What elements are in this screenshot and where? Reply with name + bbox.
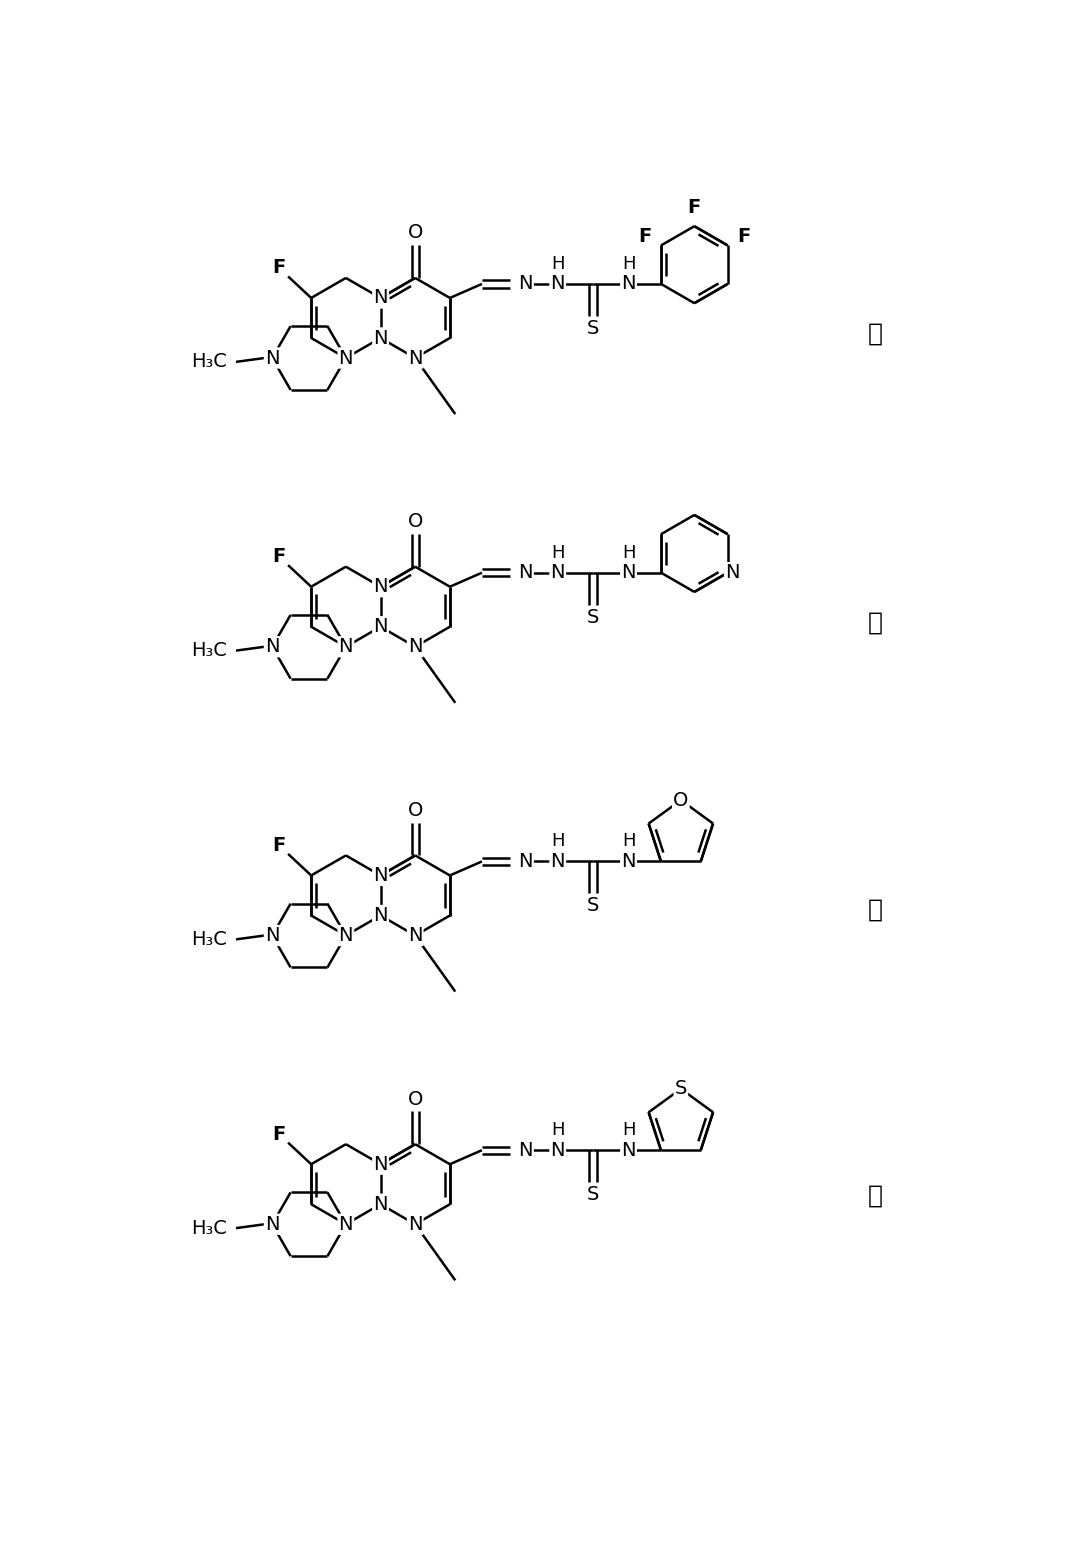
Text: N: N bbox=[338, 638, 353, 656]
Text: H: H bbox=[551, 833, 565, 850]
Text: N: N bbox=[373, 1194, 387, 1214]
Text: N: N bbox=[338, 926, 353, 945]
Text: S: S bbox=[675, 1079, 687, 1099]
Text: N: N bbox=[550, 851, 565, 871]
Text: N: N bbox=[518, 851, 533, 871]
Text: H: H bbox=[551, 544, 565, 561]
Text: H: H bbox=[622, 833, 636, 850]
Text: N: N bbox=[622, 1141, 636, 1160]
Text: S: S bbox=[587, 318, 599, 338]
Text: F: F bbox=[273, 259, 286, 278]
Text: H: H bbox=[551, 1121, 565, 1140]
Text: N: N bbox=[408, 1214, 423, 1233]
Text: S: S bbox=[587, 896, 599, 915]
Text: N: N bbox=[725, 563, 739, 582]
Text: N: N bbox=[550, 274, 565, 293]
Text: N: N bbox=[338, 349, 353, 368]
Text: H₃C: H₃C bbox=[190, 1219, 227, 1238]
Text: H: H bbox=[622, 544, 636, 561]
Text: N: N bbox=[373, 1155, 387, 1174]
Text: H: H bbox=[622, 256, 636, 273]
Text: N: N bbox=[518, 274, 533, 293]
Text: N: N bbox=[518, 1141, 533, 1160]
Text: O: O bbox=[408, 511, 423, 532]
Text: S: S bbox=[587, 1185, 599, 1204]
Text: N: N bbox=[622, 563, 636, 582]
Text: N: N bbox=[265, 349, 279, 368]
Text: 或: 或 bbox=[868, 321, 883, 346]
Text: N: N bbox=[408, 638, 423, 656]
Text: 或: 或 bbox=[868, 898, 883, 921]
Text: F: F bbox=[688, 198, 701, 217]
Text: S: S bbox=[587, 608, 599, 627]
Text: N: N bbox=[338, 1214, 353, 1233]
Text: N: N bbox=[373, 865, 387, 886]
Text: N: N bbox=[622, 851, 636, 871]
Text: N: N bbox=[622, 274, 636, 293]
Text: H₃C: H₃C bbox=[190, 929, 227, 949]
Text: N: N bbox=[373, 906, 387, 924]
Text: N: N bbox=[550, 563, 565, 582]
Text: N: N bbox=[518, 563, 533, 582]
Text: 或: 或 bbox=[868, 610, 883, 635]
Text: H₃C: H₃C bbox=[190, 641, 227, 659]
Text: F: F bbox=[639, 226, 652, 246]
Text: N: N bbox=[265, 638, 279, 656]
Text: F: F bbox=[273, 836, 286, 854]
Text: F: F bbox=[273, 1124, 286, 1144]
Text: O: O bbox=[673, 790, 689, 809]
Text: H₃C: H₃C bbox=[190, 352, 227, 371]
Text: N: N bbox=[408, 349, 423, 368]
Text: O: O bbox=[408, 223, 423, 242]
Text: O: O bbox=[408, 801, 423, 820]
Text: N: N bbox=[373, 577, 387, 596]
Text: N: N bbox=[550, 1141, 565, 1160]
Text: F: F bbox=[273, 547, 286, 566]
Text: H: H bbox=[622, 1121, 636, 1140]
Text: 。: 。 bbox=[868, 1183, 883, 1208]
Text: N: N bbox=[265, 1214, 279, 1233]
Text: N: N bbox=[408, 926, 423, 945]
Text: N: N bbox=[265, 926, 279, 945]
Text: N: N bbox=[373, 617, 387, 636]
Text: F: F bbox=[737, 226, 750, 246]
Text: H: H bbox=[551, 256, 565, 273]
Text: N: N bbox=[373, 329, 387, 348]
Text: O: O bbox=[408, 1090, 423, 1108]
Text: N: N bbox=[373, 288, 387, 307]
